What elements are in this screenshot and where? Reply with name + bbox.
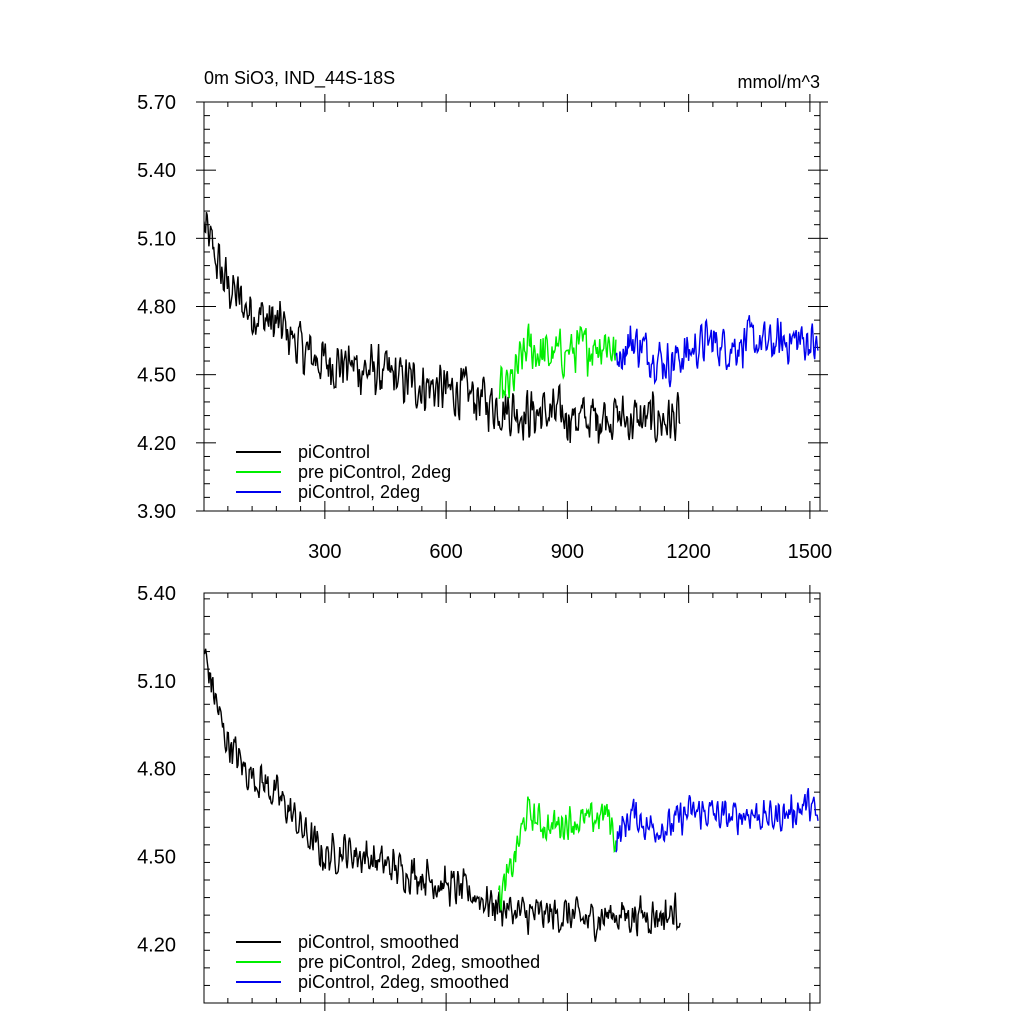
top-x-tick-label: 1200 <box>666 541 711 563</box>
top-series-line-2 <box>615 315 819 388</box>
bottom-series-line-2 <box>615 787 819 853</box>
bottom-y-tick-label: 4.50 <box>137 847 176 869</box>
top-x-tick-label: 900 <box>551 541 584 563</box>
top-y-tick-label: 4.80 <box>137 297 176 319</box>
top-panel-units: mmol/m^3 <box>738 72 820 92</box>
bottom-legend-label: piControl, 2deg, smoothed <box>298 972 509 992</box>
bottom-y-tick-label: 5.40 <box>137 583 176 605</box>
bottom-series-line-0 <box>204 648 681 942</box>
top-series-line-0 <box>204 212 681 444</box>
top-legend-label: piControl <box>298 442 370 462</box>
top-y-tick-label: 5.10 <box>137 228 176 250</box>
top-y-tick-label: 4.50 <box>137 365 176 387</box>
bottom-y-tick-label: 4.20 <box>137 934 176 956</box>
top-y-tick-label: 3.90 <box>137 501 176 523</box>
bottom-plot-frame <box>203 592 821 1004</box>
top-panel-title: 0m SiO3, IND_44S-18S <box>204 68 395 89</box>
top-plot-frame <box>203 101 821 512</box>
bottom-y-tick-label: 5.10 <box>137 671 176 693</box>
top-x-tick-label: 600 <box>429 541 462 563</box>
top-y-tick-label: 5.40 <box>137 160 176 182</box>
bottom-y-tick-label: 4.80 <box>137 759 176 781</box>
top-legend-label: pre piControl, 2deg <box>298 462 451 482</box>
top-legend-label: piControl, 2deg <box>298 482 420 502</box>
top-x-tick-label: 300 <box>308 541 341 563</box>
bottom-legend-label: pre piControl, 2deg, smoothed <box>298 952 540 972</box>
top-y-tick-label: 4.20 <box>137 433 176 455</box>
top-panel: 0m SiO3, IND_44S-18S mmol/m^3 300 600 900 1… <box>137 68 832 563</box>
top-x-tick-label: 1500 <box>788 541 833 563</box>
top-y-tick-label: 5.70 <box>137 92 176 114</box>
top-series-line-1 <box>498 323 617 400</box>
bottom-series-line-1 <box>498 796 617 911</box>
bottom-legend-label: piControl, smoothed <box>298 932 459 952</box>
